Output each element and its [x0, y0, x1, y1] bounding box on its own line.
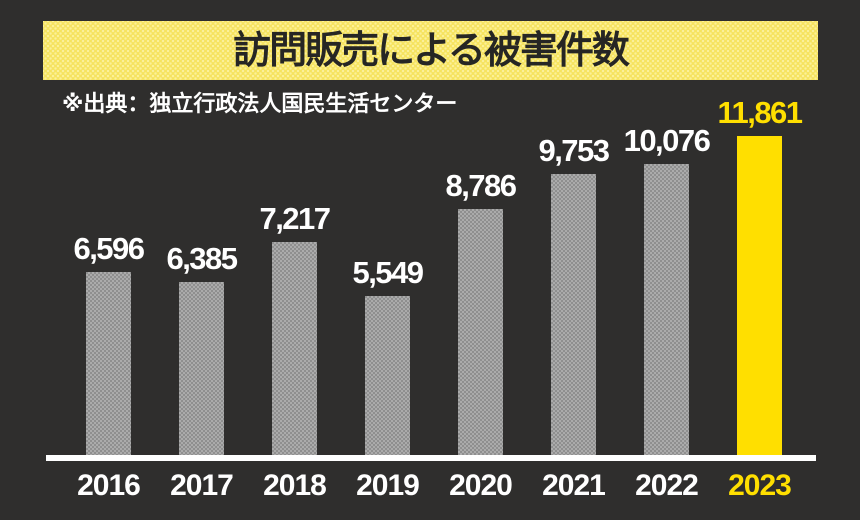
bar-2021 [551, 174, 596, 456]
bar-2018 [272, 242, 317, 456]
title-banner: 訪問販売による被害件数 [43, 21, 818, 80]
bar-column-2019: 5,549 [341, 257, 434, 456]
value-label-2021: 9,753 [538, 133, 610, 168]
bar-2019 [365, 296, 410, 456]
value-label-2020: 8,786 [445, 168, 517, 203]
value-label-2016: 6,596 [73, 231, 145, 266]
value-label-2019: 5,549 [352, 255, 424, 290]
value-label-2018: 7,217 [259, 201, 331, 236]
year-label-2017: 2017 [170, 469, 234, 502]
page-title: 訪問販売による被害件数 [233, 29, 630, 72]
bar-column-2021: 9,753 [527, 135, 620, 456]
year-label-2016: 2016 [77, 469, 141, 502]
bar-2020 [458, 209, 503, 456]
year-label-2022: 2022 [635, 469, 699, 502]
bar-2017 [179, 282, 224, 456]
bar-column-2020: 8,786 [434, 170, 527, 456]
source-note: ※出典：独立行政法人国民生活センター [62, 91, 458, 116]
bar-column-2017: 6,385 [155, 243, 248, 456]
value-label-2022: 10,076 [623, 123, 711, 158]
year-label-2019: 2019 [356, 469, 420, 502]
bar-2023 [737, 136, 782, 456]
value-label-2017: 6,385 [166, 241, 238, 276]
value-label-2023: 11,861 [717, 95, 803, 130]
bar-column-2023: 11,861 [713, 97, 806, 456]
year-label-2020: 2020 [449, 469, 513, 502]
year-label-2023: 2023 [728, 469, 792, 502]
bar-2022 [644, 164, 689, 456]
year-label-2021: 2021 [542, 469, 606, 502]
bar-column-2022: 10,076 [620, 125, 713, 456]
bar-column-2018: 7,217 [248, 203, 341, 456]
bar-2016 [86, 272, 131, 456]
x-axis-line [46, 455, 816, 461]
bar-column-2016: 6,596 [62, 233, 155, 456]
year-label-2018: 2018 [263, 469, 327, 502]
